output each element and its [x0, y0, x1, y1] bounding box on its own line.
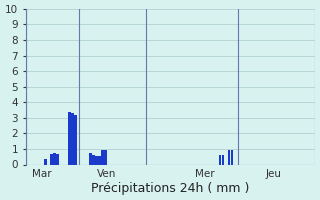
Bar	[89, 153, 92, 164]
Bar	[101, 150, 104, 164]
Bar	[92, 155, 95, 164]
Bar	[71, 113, 74, 164]
Bar	[68, 112, 71, 164]
Bar	[44, 159, 46, 164]
Bar	[53, 153, 56, 164]
Bar	[104, 150, 107, 164]
Bar	[74, 115, 77, 164]
Bar	[50, 154, 52, 164]
X-axis label: Précipitations 24h ( mm ): Précipitations 24h ( mm )	[91, 182, 250, 195]
Bar	[98, 156, 101, 164]
Bar	[228, 150, 230, 164]
Bar	[95, 156, 98, 164]
Bar	[56, 154, 59, 164]
Bar	[219, 155, 221, 164]
Bar	[231, 150, 234, 164]
Bar	[222, 155, 224, 164]
